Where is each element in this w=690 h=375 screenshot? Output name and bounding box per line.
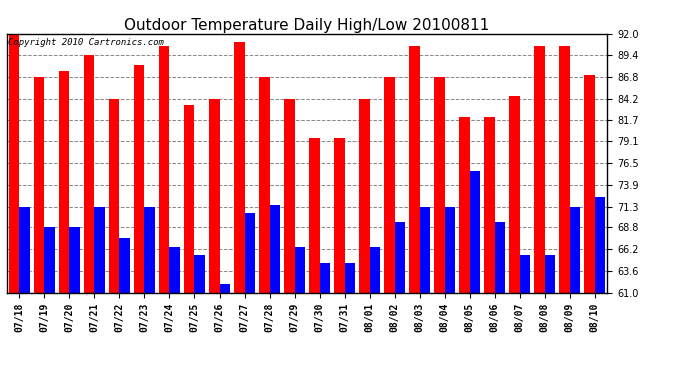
Bar: [270, 205, 280, 292]
Bar: [309, 138, 319, 292]
Bar: [170, 247, 180, 292]
Bar: [495, 222, 505, 292]
Bar: [544, 255, 555, 292]
Bar: [9, 34, 19, 292]
Bar: [134, 66, 144, 292]
Bar: [195, 255, 205, 292]
Bar: [434, 77, 444, 292]
Bar: [144, 207, 155, 292]
Title: Outdoor Temperature Daily High/Low 20100811: Outdoor Temperature Daily High/Low 20100…: [124, 18, 490, 33]
Bar: [319, 263, 330, 292]
Bar: [119, 238, 130, 292]
Bar: [295, 247, 305, 292]
Bar: [244, 213, 255, 292]
Bar: [284, 99, 295, 292]
Text: Copyright 2010 Cartronics.com: Copyright 2010 Cartronics.com: [8, 38, 164, 46]
Bar: [184, 105, 195, 292]
Bar: [595, 196, 605, 292]
Bar: [219, 284, 230, 292]
Bar: [534, 46, 544, 292]
Bar: [395, 222, 405, 292]
Bar: [159, 46, 170, 292]
Bar: [59, 71, 70, 292]
Bar: [459, 117, 470, 292]
Bar: [384, 77, 395, 292]
Bar: [444, 207, 455, 292]
Bar: [520, 255, 530, 292]
Bar: [19, 207, 30, 292]
Bar: [84, 56, 95, 292]
Bar: [34, 77, 44, 292]
Bar: [259, 77, 270, 292]
Bar: [484, 117, 495, 292]
Bar: [344, 263, 355, 292]
Bar: [334, 138, 344, 292]
Bar: [570, 207, 580, 292]
Bar: [559, 46, 570, 292]
Bar: [584, 75, 595, 292]
Bar: [420, 207, 430, 292]
Bar: [470, 171, 480, 292]
Bar: [109, 99, 119, 292]
Bar: [359, 99, 370, 292]
Bar: [95, 207, 105, 292]
Bar: [509, 96, 520, 292]
Bar: [234, 42, 244, 292]
Bar: [44, 227, 55, 292]
Bar: [70, 227, 80, 292]
Bar: [409, 46, 420, 292]
Bar: [209, 99, 219, 292]
Bar: [370, 247, 380, 292]
